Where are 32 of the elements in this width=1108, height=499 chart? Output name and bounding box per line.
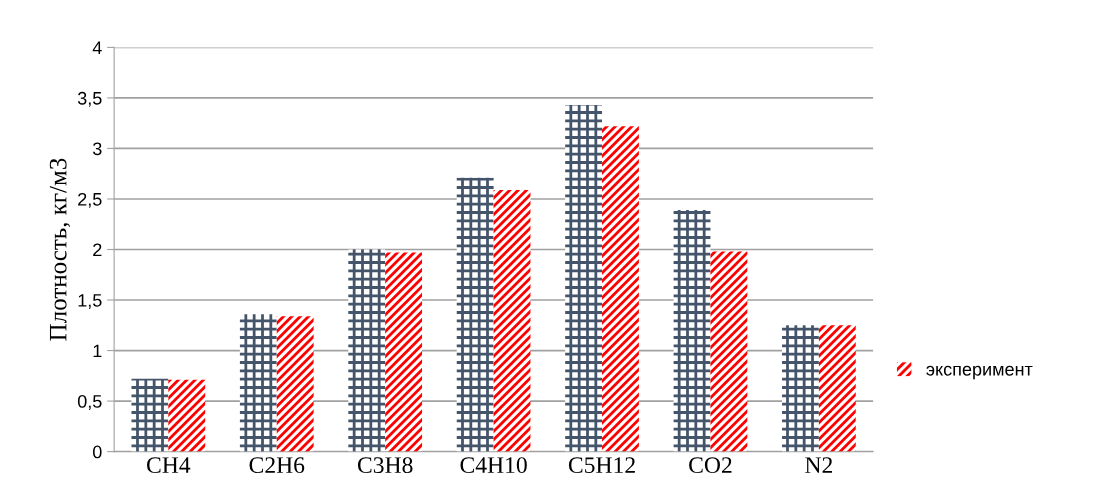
bar	[276, 316, 314, 452]
bar	[782, 325, 819, 452]
y-axis-title: Плотность, кг/м3	[49, 158, 71, 341]
bar	[673, 210, 711, 452]
bar	[385, 252, 423, 452]
x-tick-label: N2	[805, 457, 833, 473]
y-tick-label: 0,5	[77, 395, 102, 410]
x-tick-label: C4H10	[460, 457, 527, 474]
bar	[239, 314, 277, 452]
legend-label: эксперимент	[926, 365, 1033, 380]
x-tick-label: CH4	[147, 457, 191, 474]
y-tick-label: 0	[92, 445, 102, 459]
y-tick-label: 4	[92, 41, 102, 54]
x-tick-label: C3H8	[357, 457, 413, 474]
x-tick-label: CO2	[689, 457, 732, 474]
bar	[131, 378, 169, 452]
bar	[565, 105, 603, 452]
y-tick-label: 1,5	[78, 294, 102, 309]
x-tick-label: C5H12	[568, 457, 635, 474]
y-tick-label: 3,5	[77, 91, 102, 107]
bar	[168, 379, 206, 452]
y-tick-label: 2,5	[78, 192, 102, 208]
bar	[710, 251, 748, 452]
bar	[818, 325, 856, 452]
bar	[602, 126, 639, 452]
bar	[348, 249, 386, 452]
y-tick-label: 2	[93, 243, 102, 257]
y-tick-label: 1	[93, 344, 102, 358]
y-tick-label: 3	[92, 142, 102, 156]
x-tick-label: C2H6	[249, 457, 305, 474]
bar	[456, 177, 494, 452]
bar	[493, 189, 531, 452]
